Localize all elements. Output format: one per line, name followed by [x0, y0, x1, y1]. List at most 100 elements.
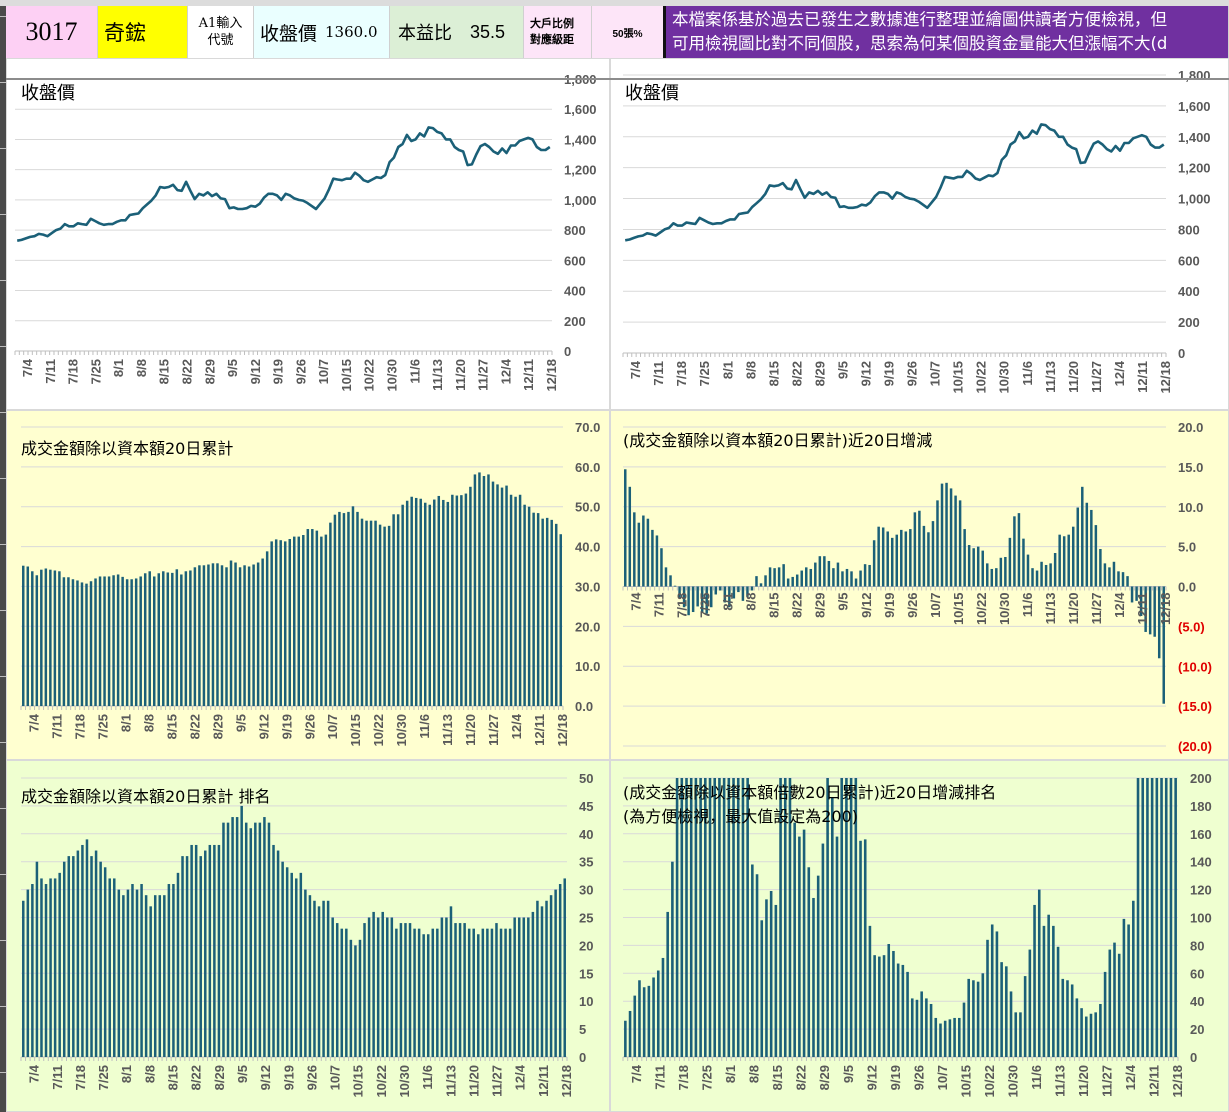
- x-tick-label: 8/29: [212, 1065, 227, 1090]
- bar: [906, 971, 909, 1057]
- bar: [694, 778, 698, 1057]
- row-header-tick: [0, 214, 6, 215]
- bar: [863, 839, 867, 1057]
- bar: [990, 568, 994, 587]
- bar: [1005, 966, 1008, 1057]
- bar: [499, 928, 503, 1057]
- row-header-tick: [0, 544, 6, 545]
- bar: [272, 844, 275, 1057]
- bar: [176, 872, 180, 1057]
- bar: [661, 957, 665, 1057]
- bar: [709, 586, 713, 608]
- bar: [909, 529, 912, 587]
- bar: [326, 900, 330, 1057]
- x-tick-label: 9/26: [304, 1065, 319, 1090]
- bar: [226, 822, 230, 1057]
- bar: [981, 973, 985, 1057]
- bar: [290, 872, 293, 1057]
- bar: [872, 540, 876, 587]
- bar: [798, 836, 801, 1057]
- bar: [793, 822, 796, 1057]
- bar: [140, 884, 143, 1057]
- y-tick-label: 50: [579, 771, 593, 786]
- x-tick-label: 12/11: [1135, 361, 1150, 393]
- bar: [207, 564, 210, 706]
- bar: [719, 586, 722, 591]
- price-chart-left: 02004006008001,0001,2001,4001,6001,8007/…: [6, 58, 610, 410]
- bar: [1094, 1012, 1097, 1057]
- bar: [981, 550, 984, 587]
- bar: [436, 928, 439, 1057]
- bar: [422, 934, 425, 1057]
- bar: [76, 580, 79, 706]
- x-tick-label: 10/7: [928, 361, 943, 386]
- bar: [387, 525, 391, 706]
- turnover-cum-chart: 0.0 10.0 20.0 30.0 40.0 50.0 60.0 70.0 7/4 7/11 7/…: [6, 410, 610, 760]
- row-header-tick: [0, 148, 6, 149]
- bar: [171, 572, 174, 706]
- price-line-chart-left: 02004006008001,0001,2001,4001,6001,8007/…: [14, 72, 597, 392]
- x-tick-label: 11/27: [476, 359, 491, 391]
- bar: [660, 548, 663, 587]
- disclaimer-notice: 本檔案係基於過去已發生之數據進行整理並繪圖供讀者方便檢視，但 可用檢視圖比對不同…: [666, 6, 1229, 58]
- x-tick-label: 8/15: [770, 1065, 785, 1090]
- bar: [167, 884, 171, 1057]
- bar: [1033, 904, 1036, 1057]
- bar: [126, 889, 130, 1057]
- bar: [841, 571, 844, 587]
- x-tick-label: 12/11: [1135, 593, 1150, 625]
- bar: [818, 556, 822, 587]
- bar: [1084, 1016, 1088, 1057]
- turnover-rank-chart: 0 5 10 15 20 25 30 35 40 45 50 7/4 7/11 7/18 7/25 8/1 8/…: [6, 760, 610, 1112]
- y-tick-label: 1,000: [564, 193, 597, 208]
- x-tick-label: 8/15: [766, 361, 781, 386]
- x-tick-label: 12/11: [532, 714, 547, 746]
- bar: [1108, 949, 1112, 1057]
- bar: [1150, 778, 1154, 1057]
- x-tick-label: 9/5: [836, 593, 851, 611]
- bar: [185, 856, 189, 1057]
- stock-code-cell[interactable]: 3017: [6, 6, 98, 58]
- x-tick-label: 10/22: [374, 1065, 389, 1098]
- bar: [58, 571, 61, 706]
- x-tick-label: 11/13: [1043, 593, 1058, 625]
- price-chart-right: 0 200 400 600 800 1,000 1,200 1,400 1,600 1,800 7/…: [610, 58, 1229, 410]
- x-tick-label: 9/5: [233, 714, 248, 732]
- bar: [887, 944, 891, 1057]
- bar: [98, 576, 102, 706]
- x-tick-label: 11/20: [1066, 361, 1081, 393]
- bar: [669, 575, 672, 587]
- bar: [1135, 586, 1138, 601]
- bar: [1067, 534, 1070, 587]
- x-tick-label: 9/19: [271, 359, 286, 384]
- bar: [261, 558, 264, 706]
- bar: [199, 856, 202, 1057]
- bar: [297, 536, 301, 706]
- bar: [892, 950, 895, 1057]
- y-tick-label: 10.0: [1178, 500, 1203, 515]
- bar: [113, 878, 116, 1057]
- bar: [1130, 586, 1134, 603]
- bar: [1052, 925, 1055, 1057]
- x-tick-label: 11/27: [1089, 361, 1104, 393]
- x-tick-label: 10/30: [385, 359, 400, 392]
- bar: [1153, 586, 1156, 637]
- x-tick-label: 11/20: [1076, 1065, 1091, 1097]
- bar: [873, 955, 876, 1057]
- x-tick-label: 11/6: [1020, 593, 1035, 618]
- bar: [545, 900, 548, 1057]
- x-tick-label: 11/27: [1099, 1065, 1114, 1097]
- bar: [322, 900, 325, 1057]
- x-tick-label: 9/26: [302, 714, 317, 739]
- x-tick-label: 7/18: [676, 1065, 691, 1090]
- bar: [1112, 561, 1116, 587]
- bar: [624, 469, 627, 587]
- x-tick-label: 8/15: [767, 593, 782, 618]
- bar: [1103, 563, 1107, 587]
- x-tick-label: 8/8: [747, 1065, 762, 1083]
- y-tick-label: 1,200: [564, 163, 597, 178]
- bar: [26, 566, 30, 706]
- bar: [243, 565, 246, 706]
- bar: [777, 567, 781, 587]
- bar: [504, 928, 507, 1057]
